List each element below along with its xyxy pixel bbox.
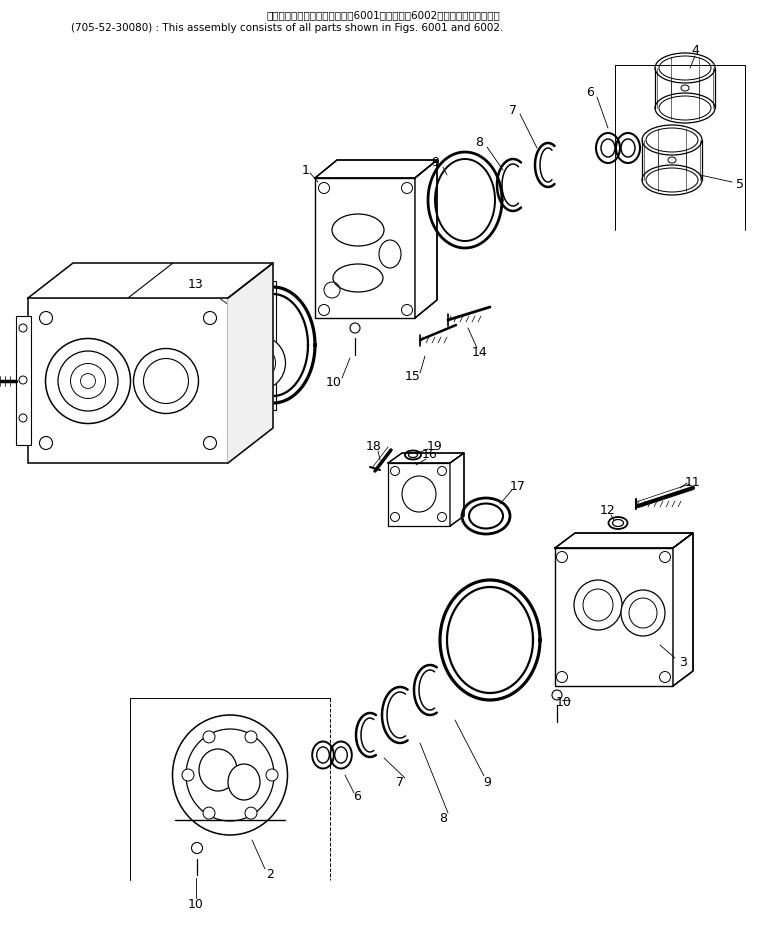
Ellipse shape [58,351,118,411]
Ellipse shape [228,764,260,800]
Polygon shape [28,263,273,298]
Text: 5: 5 [736,179,744,192]
Polygon shape [315,160,437,178]
Ellipse shape [204,311,217,324]
Ellipse shape [203,807,215,820]
Text: 10: 10 [326,376,342,389]
Ellipse shape [266,769,278,781]
Ellipse shape [172,715,288,835]
Bar [258,281,276,410]
Text: 3: 3 [679,656,687,669]
Ellipse shape [46,339,130,423]
Text: 10: 10 [556,696,572,709]
Text: 10: 10 [188,898,204,911]
Ellipse shape [655,93,715,123]
Text: 8: 8 [439,811,447,824]
Text: 1: 1 [302,164,310,177]
Text: 6: 6 [586,86,594,99]
Bar [28,298,228,463]
Text: 17: 17 [510,480,526,493]
Ellipse shape [143,358,188,404]
Ellipse shape [655,53,715,83]
Ellipse shape [19,414,27,422]
Polygon shape [415,160,437,318]
Ellipse shape [659,671,671,682]
Ellipse shape [230,335,285,391]
Bar [555,548,673,686]
Text: (705-52-30080) : This assembly consists of all parts shown in Figs. 6001 and 600: (705-52-30080) : This assembly consists … [71,23,503,33]
Text: 7: 7 [396,775,404,789]
Ellipse shape [245,807,257,820]
Ellipse shape [203,731,215,743]
Polygon shape [388,453,464,463]
Ellipse shape [81,373,95,389]
Polygon shape [228,263,273,463]
Bar [315,178,415,318]
Ellipse shape [574,580,622,630]
Text: 18: 18 [366,441,382,454]
Ellipse shape [583,589,613,621]
Ellipse shape [186,729,274,821]
Ellipse shape [182,769,194,781]
Ellipse shape [263,326,271,334]
Text: 13: 13 [188,279,204,292]
Text: 4: 4 [691,44,699,56]
Ellipse shape [40,436,53,449]
Ellipse shape [70,364,105,398]
Ellipse shape [134,348,198,414]
Text: 14: 14 [472,345,488,358]
Text: 15: 15 [405,370,421,383]
Ellipse shape [263,287,271,295]
Ellipse shape [199,749,237,791]
Text: 11: 11 [685,475,701,489]
Ellipse shape [19,376,27,384]
Text: 12: 12 [600,505,616,518]
Text: 16: 16 [422,448,438,461]
Bar [388,463,450,526]
Polygon shape [673,533,693,686]
Ellipse shape [642,165,702,195]
Text: 8: 8 [475,136,483,149]
Ellipse shape [204,436,217,449]
Ellipse shape [556,552,568,562]
Ellipse shape [19,324,27,332]
Ellipse shape [621,590,665,636]
Ellipse shape [40,311,53,324]
Polygon shape [555,533,693,548]
Ellipse shape [245,731,257,743]
Ellipse shape [391,467,400,475]
Text: 9: 9 [483,775,491,789]
Text: このアセンブリの構成部品は第6001図および第6002図の部品を含みます．: このアセンブリの構成部品は第6001図および第6002図の部品を含みます． [266,10,500,20]
Ellipse shape [437,467,446,475]
Polygon shape [450,453,464,526]
Ellipse shape [629,598,657,628]
Bar [16,316,31,445]
Ellipse shape [556,671,568,682]
Text: 2: 2 [266,868,274,881]
Text: 9: 9 [431,156,439,169]
Ellipse shape [402,476,436,512]
Text: 6: 6 [353,791,361,804]
Text: 19: 19 [427,441,443,454]
Ellipse shape [391,512,400,521]
Text: 7: 7 [509,104,517,117]
Ellipse shape [263,369,271,377]
Ellipse shape [659,552,671,562]
Ellipse shape [437,512,446,521]
Ellipse shape [642,125,702,155]
Ellipse shape [240,345,275,381]
